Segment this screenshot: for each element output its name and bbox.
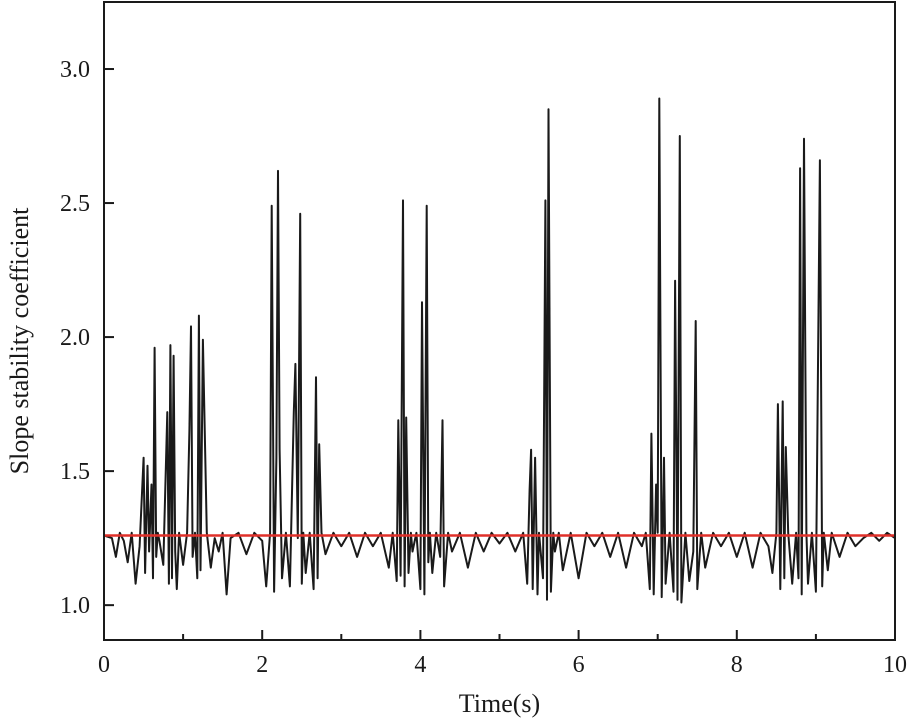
y-tick-label: 2.0 xyxy=(60,325,90,351)
y-axis-title: Slope stability coefficient xyxy=(5,207,34,474)
x-tick-label: 4 xyxy=(414,652,426,678)
x-tick-label: 8 xyxy=(731,652,743,678)
x-tick-label: 0 xyxy=(98,652,110,678)
y-tick-label: 2.5 xyxy=(60,191,90,217)
x-tick-label: 10 xyxy=(883,652,907,678)
y-tick-label: 3.0 xyxy=(60,57,90,83)
series-layer xyxy=(103,97,896,604)
y-tick-label: 1.0 xyxy=(60,593,90,619)
x-axis-title: Time(s) xyxy=(459,689,540,718)
x-axis: 0 2 4 6 8 10 xyxy=(98,630,907,678)
series-line-stability xyxy=(103,97,896,604)
x-tick-label: 6 xyxy=(573,652,585,678)
y-tick-label: 1.5 xyxy=(60,459,90,485)
x-tick-label: 2 xyxy=(256,652,268,678)
y-axis: 1.0 1.5 2.0 2.5 3.0 xyxy=(60,57,114,619)
